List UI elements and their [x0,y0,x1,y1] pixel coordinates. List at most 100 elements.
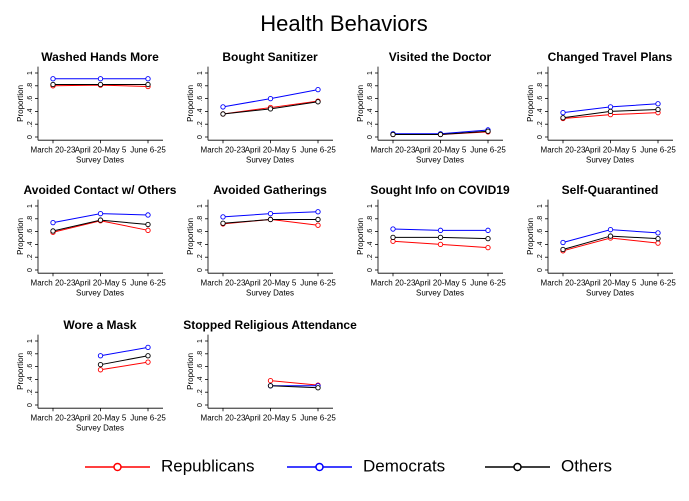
legend-label: Others [561,456,612,475]
series-point [607,227,614,233]
y-axis-label: Proportion [16,218,25,255]
series-line [100,361,149,371]
y-axis-label: Proportion [16,85,25,122]
x-axis-label: Survey Dates [586,155,634,164]
y-tick-label: .6 [197,96,204,102]
y-tick-label: .8 [537,83,544,89]
x-tick-label: April 20-May 5 [585,145,637,154]
x-tick-label: April 20-May 5 [415,278,467,287]
y-tick-label: 0 [367,135,374,139]
y-axis-label: Proportion [356,85,365,122]
y-tick-label: .8 [27,83,34,89]
y-tick-label: .4 [537,241,544,247]
y-tick-label: .4 [27,241,34,247]
y-tick-label: .2 [27,389,34,395]
series-point [485,235,491,242]
y-tick-label: 0 [27,135,34,139]
y-tick-label: .6 [367,229,374,235]
series-point [220,220,226,226]
y-tick-label: .8 [27,216,34,222]
panel-title: Avoided Gatherings [213,183,327,197]
y-tick-label: .6 [27,96,34,102]
y-tick-label: .2 [27,121,34,127]
x-tick-label: March 20-23 [201,278,246,287]
panel-title: Stopped Religious Attendance [183,318,357,332]
y-tick-label: 0 [197,403,204,407]
series-point [220,104,226,110]
y-tick-label: .4 [27,376,34,382]
x-tick-label: April 20-May 5 [75,145,127,154]
x-tick-label: April 20-May 5 [245,278,297,287]
series-point [267,383,274,389]
series-point [267,95,274,102]
y-tick-label: 0 [537,268,544,272]
series-line [270,380,319,386]
y-tick-label: .4 [367,241,374,247]
series-point [655,235,661,242]
x-axis-label: Survey Dates [246,288,294,297]
y-tick-label: 1 [197,339,204,343]
series-point [267,211,274,217]
y-tick-label: .4 [197,241,204,247]
y-tick-label: 0 [27,403,34,407]
y-tick-label: .6 [27,229,34,235]
x-tick-label: June 6-25 [640,145,676,154]
y-tick-label: .6 [27,364,34,370]
x-tick-label: March 20-23 [541,145,586,154]
series-point [390,131,396,138]
series-point [145,221,151,228]
x-axis-label: Survey Dates [76,155,124,164]
y-tick-label: .2 [197,121,204,127]
y-axis-label: Proportion [16,353,25,390]
y-tick-label: .6 [367,96,374,102]
y-tick-label: 0 [197,268,204,272]
series-point [607,108,614,115]
series-line [270,385,319,389]
y-tick-label: .2 [537,121,544,127]
x-tick-label: June 6-25 [300,413,336,422]
y-tick-label: 0 [537,135,544,139]
series-point [560,110,566,116]
y-tick-label: .6 [537,229,544,235]
series-point [655,230,661,236]
y-tick-label: .2 [27,254,34,260]
series-point [437,234,444,241]
y-axis-label: Proportion [526,85,535,122]
series-point [50,81,56,88]
y-tick-label: .8 [197,83,204,89]
y-tick-label: .2 [537,254,544,260]
series-point [97,353,104,359]
series-point [655,101,661,107]
panel-title: Changed Travel Plans [548,50,673,64]
y-tick-label: .4 [197,376,204,382]
series-point [655,240,661,246]
series-point [315,99,321,105]
series-point [145,359,151,365]
series-point [145,212,151,218]
y-tick-label: 1 [27,204,34,208]
series-point [97,367,104,373]
series-point [145,76,151,82]
x-tick-label: June 6-25 [130,278,166,287]
y-tick-label: 0 [27,268,34,272]
series-point [315,216,321,223]
x-tick-label: April 20-May 5 [75,278,127,287]
y-axis-label: Proportion [186,85,195,122]
y-tick-label: .2 [367,254,374,260]
series-point [560,239,566,246]
x-tick-label: March 20-23 [31,278,76,287]
series-point [220,111,226,117]
series-line [100,346,149,357]
x-tick-label: June 6-25 [640,278,676,287]
series-point [315,86,321,93]
panel-title: Wore a Mask [63,318,136,332]
legend-marker [513,462,522,472]
series-point [145,81,151,88]
series-point [390,226,396,232]
x-tick-label: June 6-25 [130,145,166,154]
y-axis-label: Proportion [186,218,195,255]
series-point [145,353,151,359]
y-axis-label: Proportion [356,218,365,255]
series-point [50,76,56,82]
